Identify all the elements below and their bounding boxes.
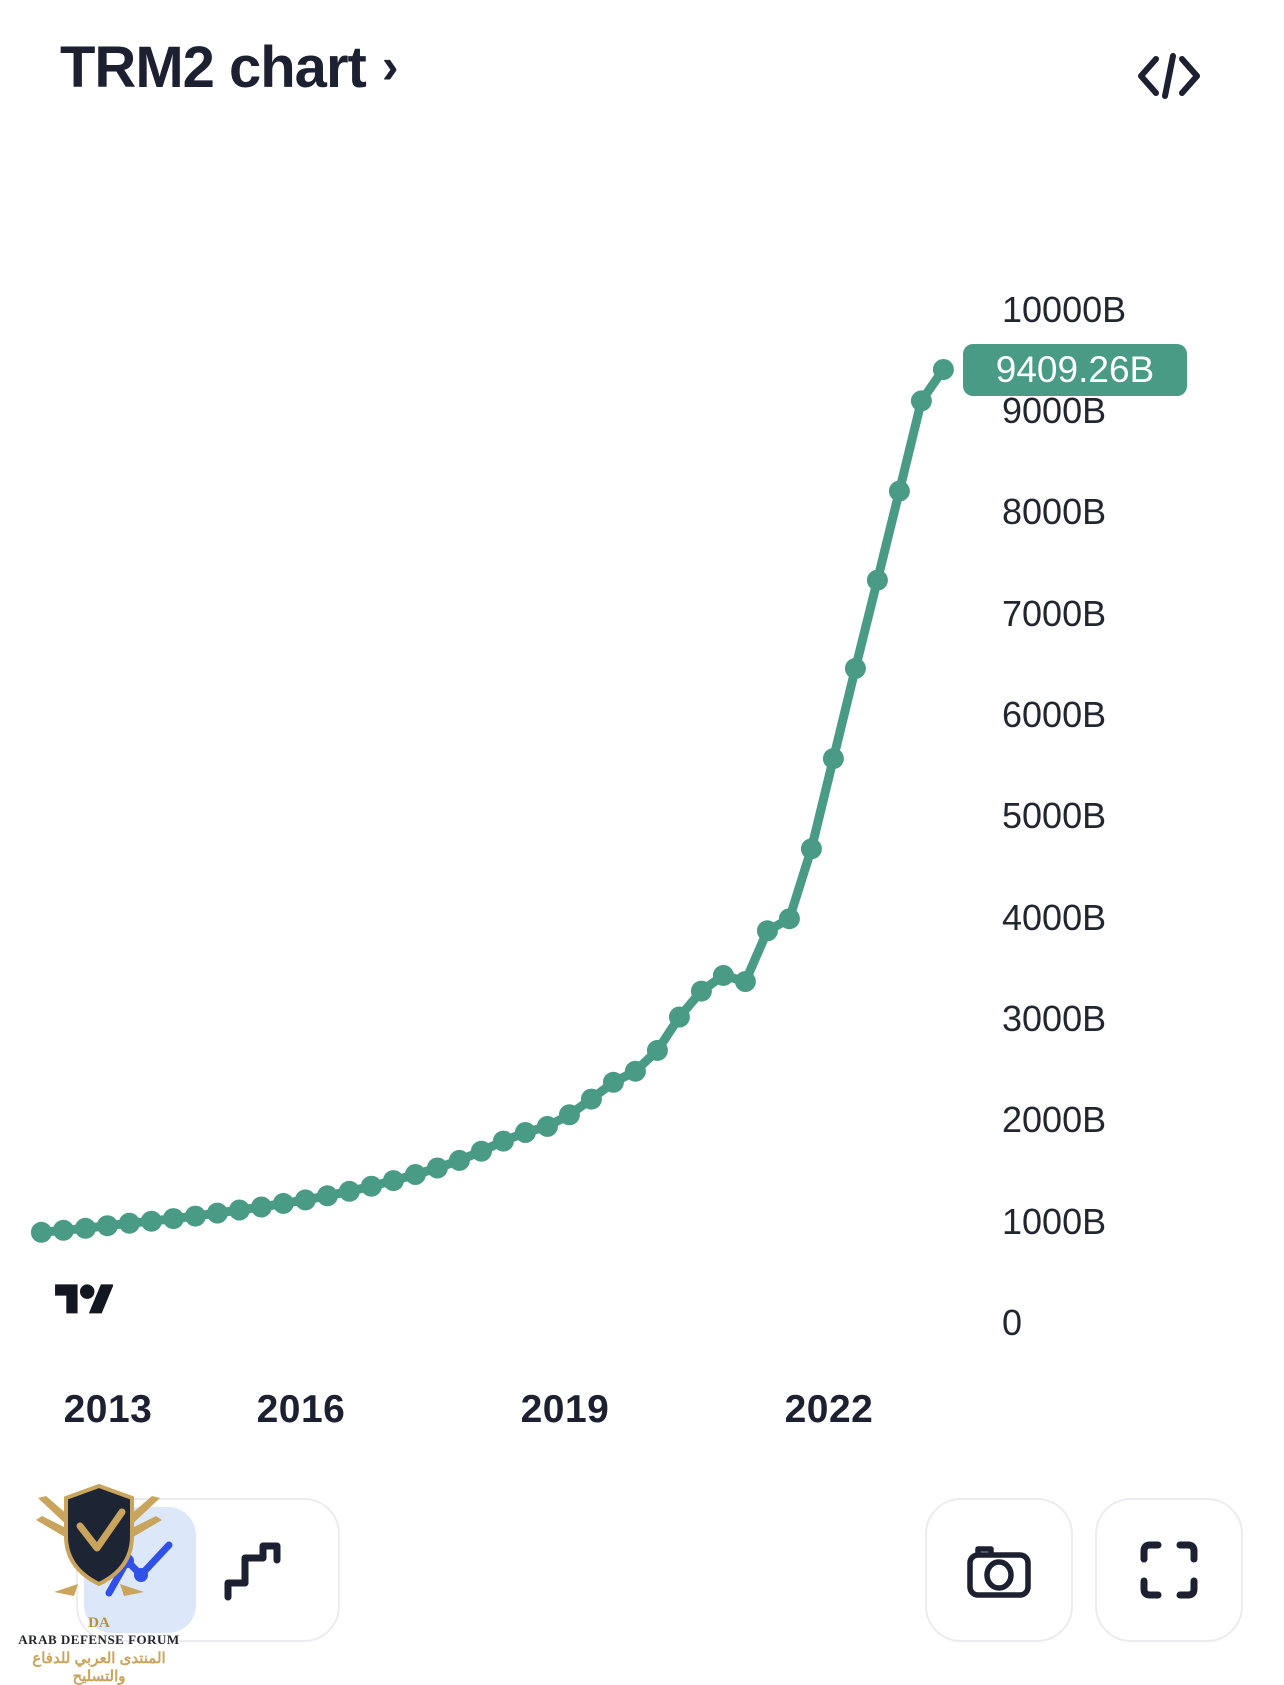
data-point-marker [228, 1199, 250, 1221]
data-point-marker [206, 1202, 228, 1224]
data-point-marker [250, 1196, 272, 1218]
data-point-marker [778, 908, 800, 930]
y-axis-tick-label: 6000B [1002, 694, 1107, 735]
data-point-marker [646, 1039, 668, 1061]
data-point-marker [360, 1175, 382, 1197]
data-point-marker [52, 1219, 74, 1241]
fullscreen-icon [1140, 1541, 1198, 1599]
step-chart-type-button[interactable] [196, 1507, 308, 1633]
current-price-badge: 9409.26B [963, 344, 1187, 396]
data-point-marker [536, 1115, 558, 1137]
data-point-marker [184, 1205, 206, 1227]
data-point-marker [96, 1215, 118, 1237]
y-axis-tick-label: 2000B [1002, 1099, 1107, 1140]
y-axis-tick-label: 7000B [1002, 593, 1107, 634]
x-axis-tick-label: 2013 [63, 1388, 153, 1431]
data-point-marker [624, 1060, 646, 1082]
fullscreen-button[interactable] [1095, 1498, 1243, 1642]
tradingview-logo[interactable] [55, 1278, 114, 1328]
data-point-marker [272, 1192, 294, 1214]
y-axis-tick-label: 0 [1002, 1302, 1023, 1343]
camera-icon [967, 1546, 1031, 1598]
data-point-marker [140, 1210, 162, 1232]
code-icon [1138, 53, 1200, 99]
data-point-marker [910, 390, 932, 412]
chart-type-switcher [76, 1498, 340, 1642]
data-point-marker [734, 971, 756, 992]
data-point-marker [668, 1006, 690, 1028]
data-point-marker [558, 1104, 580, 1126]
data-point-marker [74, 1217, 96, 1239]
data-point-marker [294, 1189, 316, 1211]
data-point-marker [448, 1149, 470, 1171]
data-point-marker [888, 480, 910, 502]
data-point-marker [712, 964, 734, 986]
data-point-marker [30, 1221, 52, 1243]
data-point-marker [932, 359, 954, 380]
title-link[interactable]: TRM2 chart › [60, 34, 398, 101]
snapshot-button[interactable] [925, 1498, 1073, 1642]
header: TRM2 chart › [60, 34, 1224, 124]
data-point-marker [470, 1140, 492, 1162]
data-point-marker [800, 838, 822, 860]
data-point-marker [756, 920, 778, 942]
x-axis-tick-label: 2022 [784, 1388, 874, 1431]
data-point-marker [822, 748, 844, 770]
data-point-marker [382, 1170, 404, 1192]
page-title: TRM2 chart [60, 35, 367, 100]
data-point-marker [514, 1122, 536, 1143]
data-point-marker [602, 1071, 624, 1093]
series-line [40, 366, 948, 1237]
y-axis-tick-label: 9000B [1002, 390, 1107, 431]
data-point-marker [844, 657, 866, 679]
data-point-marker [338, 1180, 360, 1202]
y-axis-tick-label: 8000B [1002, 491, 1107, 532]
y-axis-tick-label: 5000B [1002, 795, 1107, 836]
x-axis-tick-label: 2019 [520, 1388, 610, 1431]
data-point-marker [404, 1164, 426, 1185]
tradingview-logo-icon [55, 1284, 114, 1314]
data-point-marker [866, 569, 888, 591]
step-chart-icon [224, 1542, 281, 1601]
y-axis-tick-label: 3000B [1002, 998, 1107, 1039]
data-point-marker [316, 1185, 338, 1207]
embed-code-button[interactable] [1134, 48, 1204, 104]
data-point-marker [118, 1212, 140, 1234]
data-point-marker [426, 1157, 448, 1179]
y-axis-tick-label: 4000B [1002, 897, 1107, 938]
y-axis-tick-label: 10000B [1002, 289, 1127, 330]
line-chart-type-button[interactable] [84, 1507, 196, 1633]
data-point-marker [492, 1130, 514, 1152]
data-point-marker [580, 1088, 602, 1110]
y-axis-tick-label: 1000B [1002, 1201, 1107, 1242]
chevron-right-icon: › [381, 37, 399, 94]
x-axis-tick-label: 2016 [256, 1388, 346, 1431]
line-chart-icon [105, 1541, 173, 1597]
data-point-marker [690, 980, 712, 1002]
data-point-marker [162, 1208, 184, 1230]
